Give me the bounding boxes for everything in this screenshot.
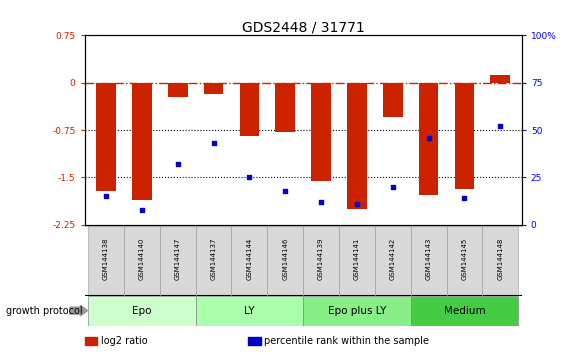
Text: GSM144143: GSM144143 — [426, 238, 431, 280]
Bar — [410, 225, 447, 296]
Bar — [383, 83, 403, 118]
Bar — [88, 225, 124, 296]
Bar — [124, 225, 160, 296]
Text: GSM144139: GSM144139 — [318, 238, 324, 280]
Bar — [268, 225, 303, 296]
Bar — [132, 83, 152, 200]
Bar — [88, 296, 196, 326]
Text: GSM144137: GSM144137 — [210, 238, 216, 280]
Text: percentile rank within the sample: percentile rank within the sample — [264, 336, 429, 346]
Bar — [303, 225, 339, 296]
Text: GSM144138: GSM144138 — [103, 238, 109, 280]
Point — [173, 161, 182, 167]
Bar — [447, 225, 482, 296]
Text: GSM144148: GSM144148 — [497, 238, 503, 280]
Bar — [160, 225, 196, 296]
Bar — [96, 83, 116, 191]
Bar — [339, 225, 375, 296]
Title: GDS2448 / 31771: GDS2448 / 31771 — [242, 20, 364, 34]
Bar — [196, 225, 231, 296]
Point — [460, 195, 469, 201]
Text: Medium: Medium — [444, 306, 485, 316]
Bar — [275, 83, 295, 132]
Bar — [347, 83, 367, 209]
Point — [137, 207, 146, 212]
Bar — [303, 296, 410, 326]
Text: GSM144145: GSM144145 — [461, 238, 468, 280]
Text: LY: LY — [244, 306, 255, 316]
Bar — [490, 75, 510, 83]
Text: Epo: Epo — [132, 306, 152, 316]
Text: GSM144147: GSM144147 — [175, 238, 181, 280]
Point — [424, 135, 433, 141]
Bar — [196, 296, 303, 326]
Text: log2 ratio: log2 ratio — [101, 336, 147, 346]
Bar — [410, 296, 518, 326]
Text: growth protocol: growth protocol — [6, 306, 82, 316]
Text: GSM144142: GSM144142 — [390, 238, 396, 280]
Text: GSM144141: GSM144141 — [354, 238, 360, 280]
Bar — [231, 225, 268, 296]
Bar — [168, 83, 188, 97]
Bar — [375, 225, 410, 296]
Bar — [482, 225, 518, 296]
Text: GSM144146: GSM144146 — [282, 238, 288, 280]
Bar — [203, 83, 223, 94]
Point — [388, 184, 398, 190]
Point — [280, 188, 290, 194]
Bar — [419, 83, 438, 195]
Bar — [311, 83, 331, 181]
Point — [245, 175, 254, 180]
Text: GSM144140: GSM144140 — [139, 238, 145, 280]
Point — [101, 194, 111, 199]
Text: Epo plus LY: Epo plus LY — [328, 306, 386, 316]
Bar — [240, 83, 259, 136]
Point — [317, 199, 326, 205]
Text: GSM144144: GSM144144 — [247, 238, 252, 280]
Bar — [455, 83, 475, 189]
Point — [209, 141, 218, 146]
Point — [496, 124, 505, 129]
Point — [352, 201, 361, 207]
